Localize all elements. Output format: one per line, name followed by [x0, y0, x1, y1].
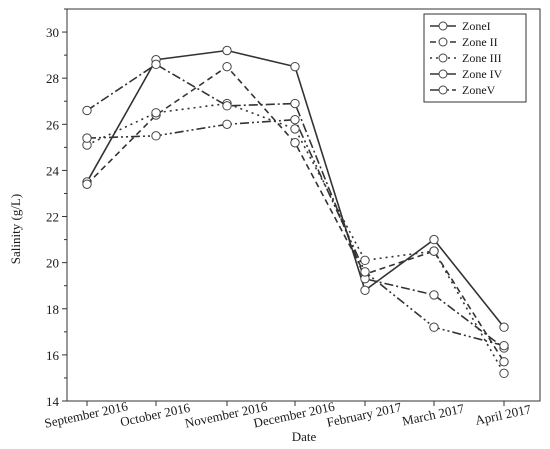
legend-label: Zone II — [462, 35, 498, 49]
legend-label: Zone III — [462, 51, 502, 65]
legend-marker — [438, 21, 448, 31]
data-point-marker — [151, 59, 161, 70]
data-point-marker — [499, 322, 509, 332]
data-point-marker — [429, 290, 439, 300]
data-point-marker — [499, 357, 509, 367]
data-point-marker — [429, 234, 439, 245]
data-point-marker — [360, 285, 370, 296]
data-point-marker — [290, 114, 300, 125]
y-tick-label: 24 — [46, 163, 60, 178]
data-point-marker — [429, 246, 439, 256]
series-4 — [82, 59, 509, 353]
legend-label: ZoneI — [462, 19, 491, 33]
legend-label: ZoneV — [462, 83, 496, 97]
y-tick-label: 16 — [46, 348, 60, 363]
x-axis-label: Date — [292, 429, 317, 444]
legend: ZoneI Zone II Zone III Zone IV ZoneV — [423, 13, 527, 103]
y-tick-label: 18 — [46, 302, 59, 317]
y-axis: 14 16 18 20 22 24 26 28 30 — [46, 8, 67, 409]
plot-frame-layer — [66, 8, 541, 402]
y-tick-label: 20 — [46, 256, 59, 271]
legend-item: Zone II — [430, 35, 498, 49]
data-point-marker — [360, 267, 370, 277]
data-point-marker — [151, 108, 161, 118]
legend-marker — [438, 37, 448, 47]
series-3 — [82, 98, 509, 379]
data-point-marker — [429, 322, 439, 332]
plot-frame — [66, 8, 541, 402]
y-tick-label: 14 — [46, 394, 60, 409]
data-point-marker — [82, 179, 92, 189]
data-point-marker — [222, 119, 232, 129]
legend-marker — [438, 69, 448, 79]
y-axis-label: Salinity (g/L) — [8, 194, 23, 264]
data-point-marker — [222, 61, 232, 72]
data-point-marker — [290, 124, 300, 134]
y-tick-label: 30 — [46, 25, 59, 40]
legend-item: ZoneV — [430, 83, 496, 97]
data-point-marker — [82, 105, 92, 116]
legend-marker — [438, 85, 448, 95]
legend-marker — [438, 53, 448, 63]
y-tick-label: 28 — [46, 71, 59, 86]
x-tick-label: February 2017 — [325, 399, 403, 430]
x-tick-label: April 2017 — [474, 401, 533, 428]
legend-item: Zone IV — [430, 67, 503, 81]
data-point-marker — [290, 98, 300, 109]
legend-label: Zone IV — [462, 67, 503, 81]
data-point-marker — [499, 368, 509, 379]
data-point-marker — [222, 101, 232, 111]
data-point-marker — [222, 45, 232, 56]
legend-item: ZoneI — [430, 19, 491, 33]
x-tick-label: October 2016 — [119, 400, 192, 430]
x-tick-label: March 2017 — [401, 401, 466, 429]
data-point-marker — [499, 340, 509, 351]
series-line — [86, 118, 505, 347]
series-layer — [82, 45, 509, 379]
data-point-marker — [82, 133, 92, 143]
data-point-marker — [290, 138, 300, 148]
series-5 — [82, 114, 509, 351]
legend-item: Zone III — [430, 51, 502, 65]
data-point-marker — [151, 131, 161, 141]
data-point-marker — [290, 61, 300, 72]
series-line — [86, 65, 505, 363]
data-point-marker — [360, 255, 370, 266]
y-tick-label: 22 — [46, 210, 59, 225]
y-tick-label: 26 — [46, 117, 60, 132]
